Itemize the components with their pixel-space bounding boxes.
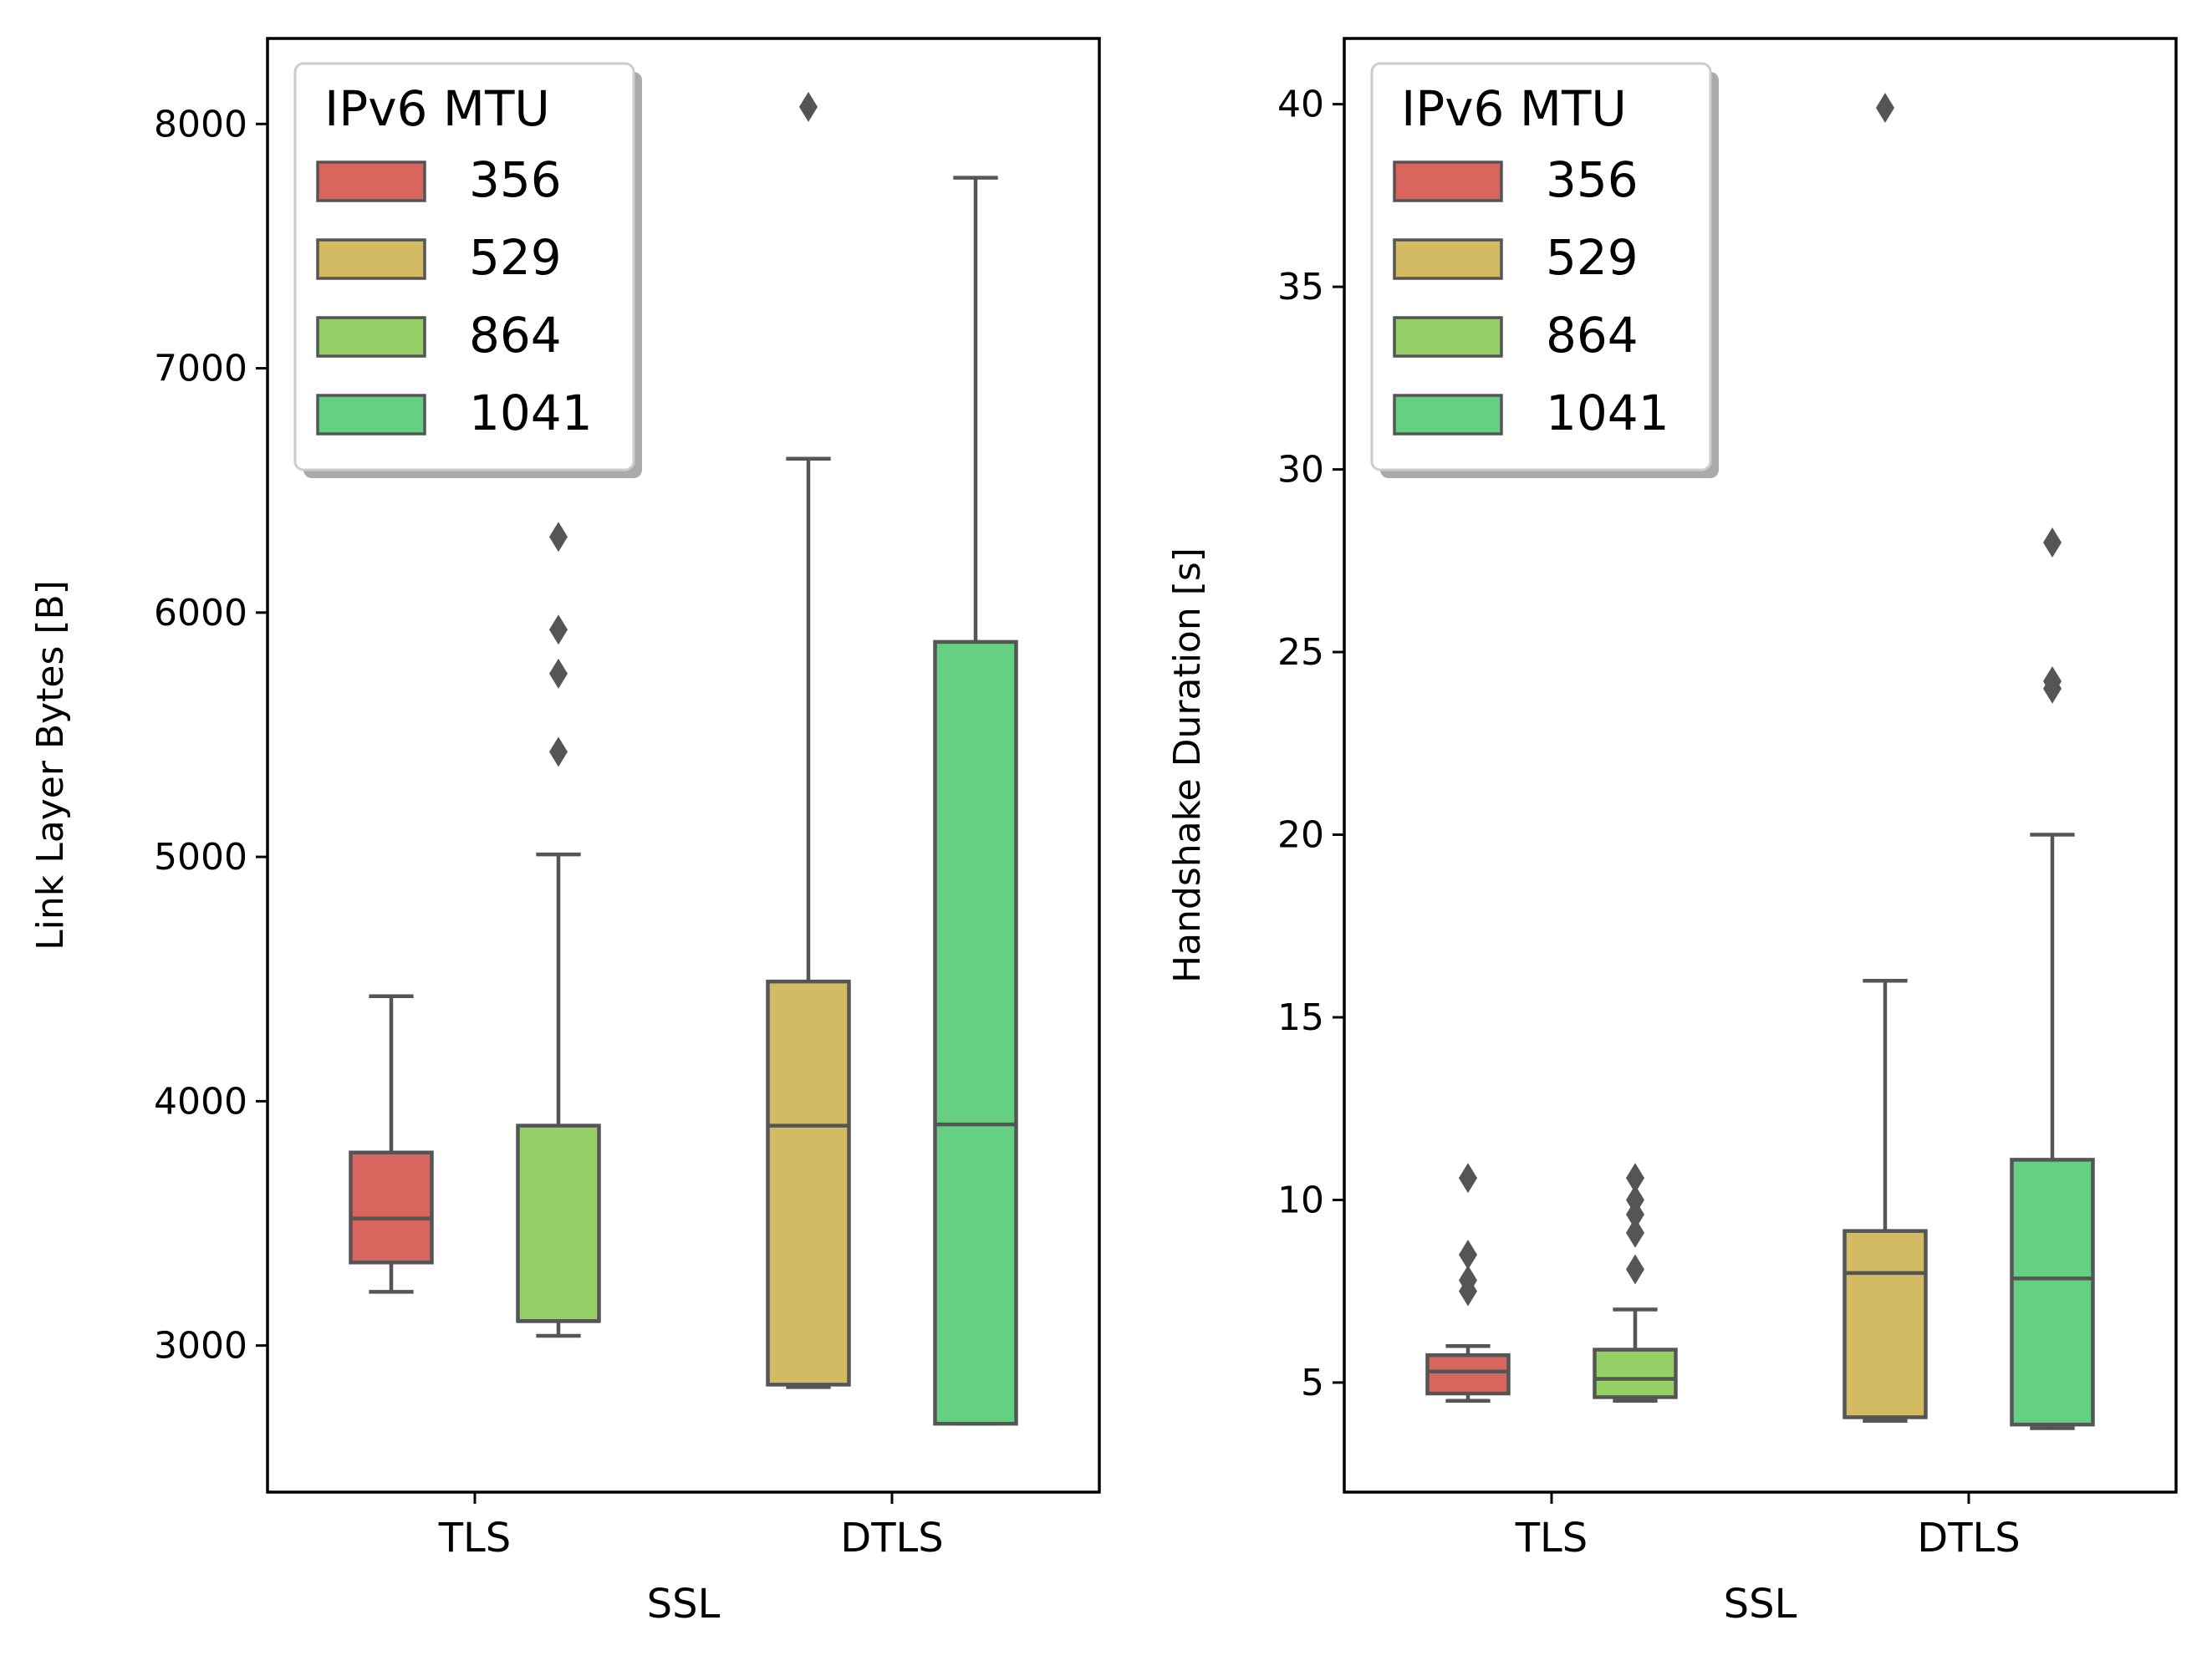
box-body — [1593, 1348, 1678, 1399]
outlier-point — [1626, 1185, 1644, 1215]
box-tls-356 — [1425, 1163, 1511, 1404]
y-tick-label: 30 — [1277, 449, 1324, 492]
outlier-point — [2043, 666, 2062, 697]
legend-entry-label: 1041 — [469, 385, 593, 441]
legend: IPv6 MTU 356 529 864 1041 — [293, 62, 642, 478]
y-tick-label: 7000 — [154, 348, 247, 390]
legend-swatch — [1393, 160, 1503, 202]
y-tick-label: 15 — [1277, 996, 1324, 1039]
box-tls-864 — [516, 522, 601, 1338]
box-body — [933, 639, 1018, 1426]
legend-title: IPv6 MTU — [1401, 80, 1627, 137]
legend-swatch — [316, 160, 426, 202]
x-tick-label: TLS — [1515, 1515, 1588, 1562]
outlier-point — [1459, 1265, 1477, 1296]
legend-entry-label: 356 — [469, 151, 562, 208]
box-dtls-1041 — [2010, 527, 2095, 1430]
outlier-point — [1876, 93, 1894, 124]
y-tick-label: 25 — [1277, 631, 1324, 674]
box-tls-864 — [1593, 1163, 1678, 1404]
y-axis-label: Link Layer Bytes [B] — [29, 580, 72, 950]
axes-frame — [1343, 37, 2178, 1494]
y-tick-label: 6000 — [154, 592, 247, 634]
box-body — [349, 1150, 434, 1265]
legend-swatch — [316, 316, 426, 358]
box-dtls-529 — [766, 91, 851, 1389]
chart-panel-1: 3000 4000 5000 6000 7000 8000 TLS DTLS SSL Link L… — [29, 37, 1101, 1628]
box-body — [766, 979, 851, 1387]
y-tick-label: 40 — [1277, 84, 1324, 126]
y-tick-label: 5000 — [154, 836, 247, 879]
legend: IPv6 MTU 356 529 864 1041 — [1370, 62, 1719, 478]
x-axis-label: SSL — [647, 1581, 721, 1628]
legend-swatch — [316, 394, 426, 436]
x-tick-label: DTLS — [1917, 1515, 2021, 1562]
outlier-point — [2043, 527, 2062, 558]
outlier-point — [1459, 1239, 1477, 1270]
outlier-point — [1626, 1254, 1644, 1285]
outlier-point — [1626, 1163, 1644, 1194]
y-tick-label: 35 — [1277, 266, 1324, 308]
y-tick-label: 5 — [1301, 1362, 1324, 1404]
x-axis-label: SSL — [1724, 1581, 1797, 1628]
legend-swatch — [1393, 316, 1503, 358]
legend-entry-label: 529 — [1546, 229, 1639, 286]
chart-panel-2: 5 10 15 20 25 30 35 40 TLS DTLS SSL Handshake Durat… — [1166, 37, 2178, 1628]
x-tick-label: DTLS — [840, 1515, 944, 1562]
x-tick-label: TLS — [438, 1515, 512, 1562]
box-dtls-529 — [1842, 93, 1928, 1424]
y-tick-label: 20 — [1277, 814, 1324, 857]
legend-entry-label: 1041 — [1546, 385, 1669, 441]
legend-entry-label: 864 — [1546, 307, 1639, 364]
legend-swatch — [316, 238, 426, 280]
outlier-point — [549, 522, 568, 553]
outlier-point — [1459, 1163, 1477, 1194]
box-body — [1425, 1353, 1511, 1396]
box-dtls-1041 — [933, 176, 1018, 1426]
legend-swatch — [1393, 394, 1503, 436]
box-body — [1842, 1229, 1928, 1419]
y-tick-label: 8000 — [154, 103, 247, 145]
legend-title: IPv6 MTU — [324, 80, 550, 137]
y-tick-label: 4000 — [154, 1080, 247, 1123]
outlier-point — [549, 658, 568, 689]
axes-frame — [266, 37, 1101, 1494]
box-tls-356 — [349, 994, 434, 1294]
outlier-point — [1626, 1217, 1644, 1248]
y-tick-label: 3000 — [154, 1325, 247, 1368]
outlier-point — [549, 614, 568, 645]
outlier-point — [799, 91, 818, 122]
legend-entry-label: 864 — [469, 307, 562, 364]
outlier-point — [549, 736, 568, 767]
legend-entry-label: 529 — [469, 229, 562, 286]
box-body — [2010, 1158, 2095, 1427]
y-axis-label: Handshake Duration [s] — [1166, 548, 1209, 983]
y-tick-label: 10 — [1277, 1179, 1324, 1221]
box-body — [516, 1123, 601, 1323]
legend-entry-label: 356 — [1546, 151, 1639, 208]
legend-swatch — [1393, 238, 1503, 280]
